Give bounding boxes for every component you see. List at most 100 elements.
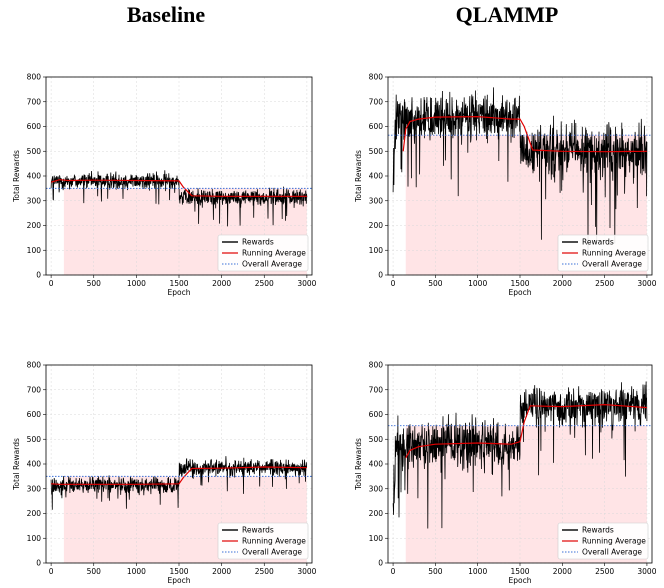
x-axis-label: Epoch [168,576,191,585]
x-axis-label: Epoch [509,576,532,585]
y-tick-label: 100 [27,246,42,255]
x-tick-label: 2000 [212,279,231,288]
y-tick-label: 800 [369,73,384,82]
legend-label: Running Average [582,249,646,258]
y-tick-label: 400 [369,460,384,469]
x-tick-label: 1500 [510,279,529,288]
legend-label: Running Average [242,249,306,258]
rewards-line [392,381,648,529]
y-tick-label: 0 [36,559,41,568]
legend-label: Overall Average [242,548,302,557]
y-tick-label: 0 [36,271,41,280]
running-average-line [51,466,307,485]
x-tick-label: 2000 [553,567,572,576]
y-axis-label: Total Rewards [354,150,363,203]
x-tick-label: 1500 [510,567,529,576]
x-tick-label: 1000 [468,567,487,576]
legend-box [557,522,649,560]
legend-box [217,522,309,560]
rewards-line [392,87,648,251]
running-average-line [402,115,647,153]
y-tick-label: 400 [369,172,384,181]
y-tick-label: 600 [369,122,384,131]
y-tick-label: 400 [27,172,42,181]
rewards-line [50,456,308,510]
y-tick-label: 700 [369,97,384,106]
legend-label: Rewards [582,526,614,535]
running-average-line [50,179,307,197]
y-tick-label: 0 [378,559,383,568]
x-tick-label: 0 [391,279,396,288]
rewards-line [50,170,308,227]
legend-label: Rewards [582,238,614,247]
x-axis-label: Epoch [168,288,191,297]
x-tick-label: 3000 [637,567,656,576]
legend-label: Rewards [242,526,274,535]
y-axis-label: Total Rewards [12,438,21,491]
y-tick-label: 200 [27,509,42,518]
y-tick-label: 500 [369,435,384,444]
x-tick-label: 500 [428,279,443,288]
y-axis-label: Total Rewards [354,438,363,491]
y-tick-label: 500 [27,435,42,444]
x-tick-label: 500 [87,279,102,288]
chart-panel-top-left: 0 500 1000 1500 2000 2500 3000 0 100 200 300 400 500… [12,73,317,297]
y-tick-label: 100 [27,534,42,543]
y-tick-label: 600 [369,410,384,419]
legend-label: Overall Average [582,260,642,269]
legend-box [557,234,649,272]
y-tick-label: 100 [369,246,384,255]
chart-panel-bottom-left: 0 500 1000 1500 2000 2500 3000 0 100 200 300 400 500… [12,361,317,585]
x-tick-label: 1500 [169,279,188,288]
legend-label: Running Average [582,537,646,546]
y-tick-label: 200 [369,221,384,230]
x-tick-label: 3000 [297,279,316,288]
y-tick-label: 700 [27,97,42,106]
y-tick-label: 100 [369,534,384,543]
column-title-baseline: Baseline [126,2,206,27]
running-average-line [405,403,647,459]
y-tick-label: 600 [27,122,42,131]
y-tick-label: 300 [369,484,384,493]
x-tick-label: 500 [428,567,443,576]
y-tick-label: 500 [27,147,42,156]
y-tick-label: 300 [27,484,42,493]
y-tick-label: 200 [27,221,42,230]
x-tick-label: 0 [391,567,396,576]
y-tick-label: 500 [369,147,384,156]
x-tick-label: 1500 [169,567,188,576]
column-title-qlammp: QLAMMP [455,2,559,27]
x-tick-label: 2500 [255,567,274,576]
y-tick-label: 400 [27,460,42,469]
y-tick-label: 300 [369,196,384,205]
x-tick-label: 1000 [127,279,146,288]
y-tick-label: 700 [27,385,42,394]
x-tick-label: 1000 [127,567,146,576]
x-axis-label: Epoch [509,288,532,297]
x-tick-label: 2500 [595,567,614,576]
x-tick-label: 3000 [297,567,316,576]
x-tick-label: 3000 [637,279,656,288]
y-tick-label: 700 [369,385,384,394]
y-tick-label: 800 [27,361,42,370]
x-tick-label: 2000 [212,567,231,576]
y-tick-label: 600 [27,410,42,419]
x-tick-label: 500 [87,567,102,576]
chart-panel-bottom-right: 0 500 1000 1500 2000 2500 3000 0 100 200 300 400 500… [354,361,657,585]
y-tick-label: 800 [369,361,384,370]
legend-label: Rewards [242,238,274,247]
x-tick-label: 2500 [595,279,614,288]
chart-panel-top-right: 0 500 1000 1500 2000 2500 3000 0 100 200 300 400 500… [354,73,657,297]
y-axis-label: Total Rewards [12,150,21,203]
legend-label: Overall Average [582,548,642,557]
y-tick-label: 800 [27,73,42,82]
x-tick-label: 0 [49,567,54,576]
legend-box [217,234,309,272]
y-tick-label: 300 [27,196,42,205]
y-tick-label: 200 [369,509,384,518]
y-tick-label: 0 [378,271,383,280]
x-tick-label: 0 [49,279,54,288]
x-tick-label: 1000 [468,279,487,288]
legend-label: Running Average [242,537,306,546]
